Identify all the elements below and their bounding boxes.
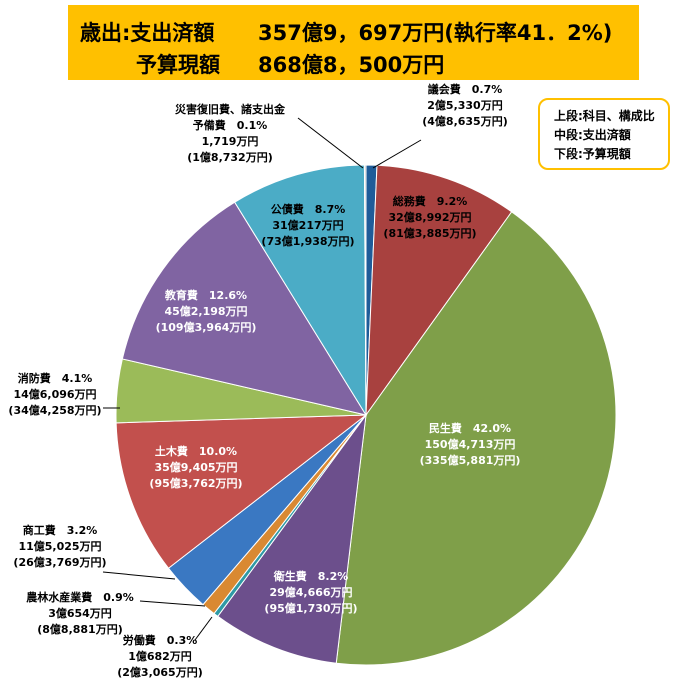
slice-label-budget: (1億8,732万円) <box>187 150 273 164</box>
slice-label-name: 公債費 8.7% <box>271 202 346 216</box>
slice-label-budget: (109億3,964万円) <box>156 320 257 334</box>
pie-slice <box>115 414 368 569</box>
slice-label: 議会費 0.7% 2億5,330万円 (4億8,635万円) <box>422 82 508 128</box>
slice-label-name: 労働費 0.3% <box>123 633 198 647</box>
leader-line <box>372 139 422 169</box>
slice-label-name: 衛生費 8.2% <box>273 569 349 583</box>
slice-label-spent: 29億4,666万円 <box>269 585 352 599</box>
leader-line <box>194 616 213 641</box>
slice-label-name: 商工費 3.2% <box>23 523 98 537</box>
pie-slice <box>365 164 513 417</box>
slice-label: 公債費 8.7% 31億217万円 (73億1,938万円) <box>261 202 354 248</box>
slice-label-name: 予備費 0.1% <box>193 118 268 132</box>
slice-label: 教育費 12.6% 45億2,198万円 (109億3,964万円) <box>156 288 257 334</box>
leader-line <box>297 117 364 169</box>
spent-label: 歳出:支出済額 <box>80 21 215 45</box>
slice-label-spent: 1億682万円 <box>128 649 192 663</box>
slice-label-spent: 11億5,025万円 <box>18 539 101 553</box>
leader-line <box>139 600 206 607</box>
slice-label-spent: 14億6,096万円 <box>13 387 96 401</box>
legend-line-middle: 中段:支出済額 <box>554 128 631 142</box>
slice-label: 労働費 0.3% 1億682万円 (2億3,065万円) <box>117 633 203 679</box>
slice-label-name: 議会費 0.7% <box>428 82 503 96</box>
budget-value: 868億8，500万円 <box>258 53 445 77</box>
pie-slice <box>234 164 367 417</box>
slice-label-spent: 1,719万円 <box>202 135 259 148</box>
summary-banner: 歳出:支出済額 357億9，697万円(執行率41．2%) 予算現額 868億8… <box>68 5 639 80</box>
slice-label-budget: (73億1,938万円) <box>261 234 354 248</box>
slice-label-spent: 150億4,713万円 <box>425 437 516 451</box>
slice-label-spent: 45億2,198万円 <box>164 304 247 318</box>
legend-line-bottom: 下段:予算現額 <box>554 147 631 161</box>
slice-label-name: 土木費 10.0% <box>155 444 237 458</box>
slice-label-budget: (95億1,730万円) <box>264 601 357 615</box>
legend-line-top: 上段:科目、構成比 <box>554 109 655 123</box>
slice-label-budget: (2億3,065万円) <box>117 665 203 679</box>
slice-label-name: 消防費 4.1% <box>18 371 93 385</box>
slice-label-spent: 2億5,330万円 <box>427 98 502 112</box>
slice-label: 農林水産業費 0.9% 3億654万円 (8億8,881万円) <box>26 590 134 636</box>
pie-slice <box>335 211 617 666</box>
slice-label: 災害復旧費、諸支出金予備費 0.1% 1,719万円 (1億8,732万円) <box>174 102 286 164</box>
slice-label-budget: (95億3,762万円) <box>149 476 242 490</box>
slice-label-spent: 31億217万円 <box>272 218 343 232</box>
slice-label-name: 総務費 9.2% <box>393 194 468 208</box>
slice-label-spent: 32億8,992万円 <box>388 210 471 224</box>
slice-label: 土木費 10.0% 35億9,405万円 (95億3,762万円) <box>149 444 242 490</box>
slice-label-budget: (34億4,258万円) <box>8 403 101 417</box>
slice-label-name: 災害復旧費、諸支出金 <box>174 102 286 116</box>
slice-label: 商工費 3.2% 11億5,025万円 (26億3,769万円) <box>13 523 106 569</box>
slice-label-budget: (26億3,769万円) <box>13 555 106 569</box>
budget-label: 予算現額 <box>136 53 220 77</box>
slice-label-budget: (8億8,881万円) <box>37 622 123 636</box>
legend-box: 上段:科目、構成比 中段:支出済額 下段:予算現額 <box>538 98 670 170</box>
slice-label-budget: (81億3,885万円) <box>383 226 476 240</box>
slice-label: 消防費 4.1% 14億6,096万円 (34億4,258万円) <box>8 371 101 417</box>
slice-label-budget: (335億5,881万円) <box>420 453 521 467</box>
spent-value: 357億9，697万円(執行率41．2%) <box>258 21 613 45</box>
slice-label-spent: 3億654万円 <box>48 606 112 620</box>
slice-label: 衛生費 8.2% 29億4,666万円 (95億1,730万円) <box>264 569 357 615</box>
pie-slice <box>121 201 368 416</box>
slice-label-name: 民生費 42.0% <box>429 421 511 435</box>
slice-label: 総務費 9.2% 32億8,992万円 (81億3,885万円) <box>383 194 476 240</box>
pie-slice <box>363 164 367 416</box>
leader-line <box>102 571 176 580</box>
slice-label: 民生費 42.0% 150億4,713万円 (335億5,881万円) <box>420 421 521 467</box>
slice-label-name: 教育費 12.6% <box>164 288 247 302</box>
pie-slice <box>217 413 367 664</box>
slice-label-spent: 35億9,405万円 <box>154 460 237 474</box>
slice-label-name: 農林水産業費 0.9% <box>26 590 134 604</box>
slice-label-budget: (4億8,635万円) <box>422 114 508 128</box>
